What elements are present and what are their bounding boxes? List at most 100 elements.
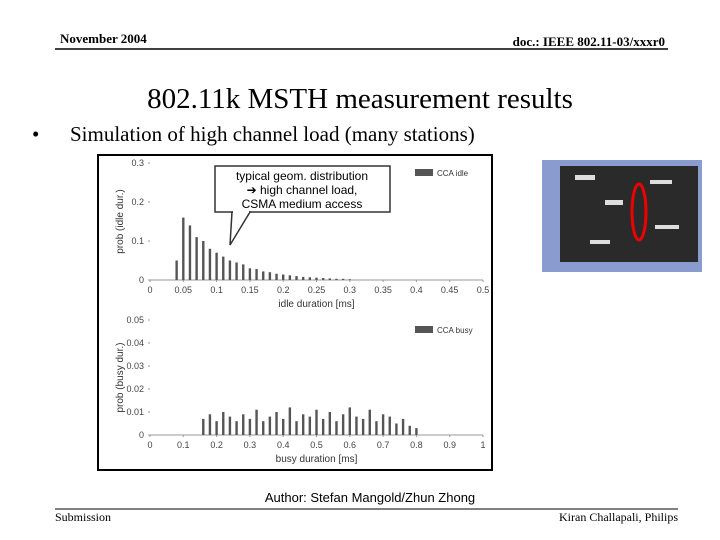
- callout-line: typical geom. distribution: [236, 169, 368, 183]
- callout-box: [214, 165, 391, 213]
- x-tick-label: 0.5: [310, 440, 323, 450]
- bar: [341, 414, 345, 435]
- bar: [288, 275, 292, 280]
- bullet-mark: •: [32, 122, 39, 146]
- x-tick-label: 0.15: [241, 285, 259, 295]
- bar: [235, 421, 238, 435]
- bar: [202, 241, 205, 280]
- thumb-stripe: [575, 175, 595, 180]
- bullet-text: Simulation of high channel load (many st…: [70, 122, 475, 146]
- x-tick-label: 0.45: [441, 285, 459, 295]
- bar: [222, 256, 225, 280]
- bar: [328, 278, 332, 280]
- bar: [188, 225, 192, 280]
- x-tick-label: 1: [480, 440, 485, 450]
- bar: [388, 416, 391, 435]
- y-axis-label: prob (busy dur.): [115, 342, 126, 412]
- bar: [308, 416, 312, 435]
- y-tick-label: 0.2: [131, 197, 144, 207]
- x-tick-label: 0.5: [477, 285, 490, 295]
- bar: [335, 278, 338, 280]
- thumb-stripe: [590, 240, 610, 244]
- x-tick-label: 0.9: [443, 440, 456, 450]
- bar: [415, 428, 418, 435]
- bar: [315, 277, 318, 280]
- x-tick-label: 0: [147, 440, 152, 450]
- bar: [295, 421, 298, 435]
- bar: [175, 260, 178, 280]
- bar: [268, 416, 272, 435]
- bar: [235, 262, 238, 280]
- bar: [308, 277, 312, 280]
- bar: [215, 252, 218, 280]
- footer-right: Kiran Challapali, Philips: [559, 510, 678, 524]
- bar: [301, 414, 305, 435]
- x-tick-label: 0.4: [410, 285, 423, 295]
- bar: [255, 269, 258, 280]
- bar: [408, 425, 411, 435]
- bar: [275, 412, 278, 435]
- x-tick-label: 0.2: [277, 285, 290, 295]
- x-tick-label: 0.1: [210, 285, 223, 295]
- bar: [348, 279, 351, 280]
- legend-swatch: [415, 169, 433, 176]
- y-tick-label: 0: [139, 430, 144, 440]
- bar: [275, 273, 278, 280]
- thumb-stripe: [605, 200, 623, 205]
- y-tick-label: 0.3: [131, 158, 144, 168]
- y-tick-label: 0.02: [126, 384, 144, 394]
- x-tick-label: 0.3: [244, 440, 257, 450]
- bar: [262, 421, 265, 435]
- bar: [208, 248, 212, 280]
- bar: [335, 421, 338, 435]
- x-tick-label: 0.7: [377, 440, 390, 450]
- bar: [321, 278, 325, 280]
- bar: [228, 260, 232, 280]
- bar: [202, 418, 205, 435]
- x-tick-label: 0.2: [210, 440, 223, 450]
- bar: [401, 418, 405, 435]
- x-axis-label: idle duration [ms]: [278, 299, 354, 310]
- header-date: November 2004: [60, 31, 147, 46]
- charts: 0 0.1 0.2 0.3 0 0.05 0.1 0.15 0.2 0.25 0.3 0.35 0.4 0…: [115, 158, 489, 465]
- bar: [248, 268, 252, 280]
- bar: [242, 264, 245, 280]
- bar: [255, 409, 258, 435]
- bar: [242, 414, 245, 435]
- bar: [355, 416, 358, 435]
- bar: [341, 278, 345, 280]
- bar: [328, 412, 332, 435]
- bar: [282, 274, 285, 280]
- x-tick-label: 0.05: [175, 285, 193, 295]
- bar: [195, 237, 198, 280]
- bar: [368, 409, 371, 435]
- bar: [348, 407, 351, 435]
- y-tick-label: 0.03: [126, 361, 144, 371]
- x-tick-label: 0.1: [177, 440, 190, 450]
- bar: [295, 276, 298, 280]
- bar: [395, 423, 398, 435]
- x-tick-label: 0: [147, 285, 152, 295]
- bar: [321, 418, 325, 435]
- bar: [315, 409, 318, 435]
- callout-line: ➔ high channel load,: [247, 183, 358, 197]
- y-tick-label: 0.01: [126, 407, 144, 417]
- bar: [248, 418, 252, 435]
- slide-title: 802.11k MSTH measurement results: [147, 83, 573, 115]
- x-tick-label: 0.25: [308, 285, 326, 295]
- y-tick-label: 0.05: [126, 315, 144, 325]
- bar: [282, 418, 285, 435]
- thumb-highlight: [630, 182, 648, 242]
- callout: typical geom. distribution ➔ high channe…: [214, 165, 391, 246]
- thumb-stripe: [655, 225, 679, 229]
- bar: [381, 414, 385, 435]
- bar: [268, 272, 272, 280]
- bar: [262, 271, 265, 280]
- x-tick-label: 0.3: [344, 285, 357, 295]
- spectrogram-thumbnail: [542, 160, 702, 272]
- legend-swatch: [415, 326, 433, 333]
- thumb-stripe: [650, 180, 672, 184]
- bar: [208, 414, 212, 435]
- bar: [215, 421, 218, 435]
